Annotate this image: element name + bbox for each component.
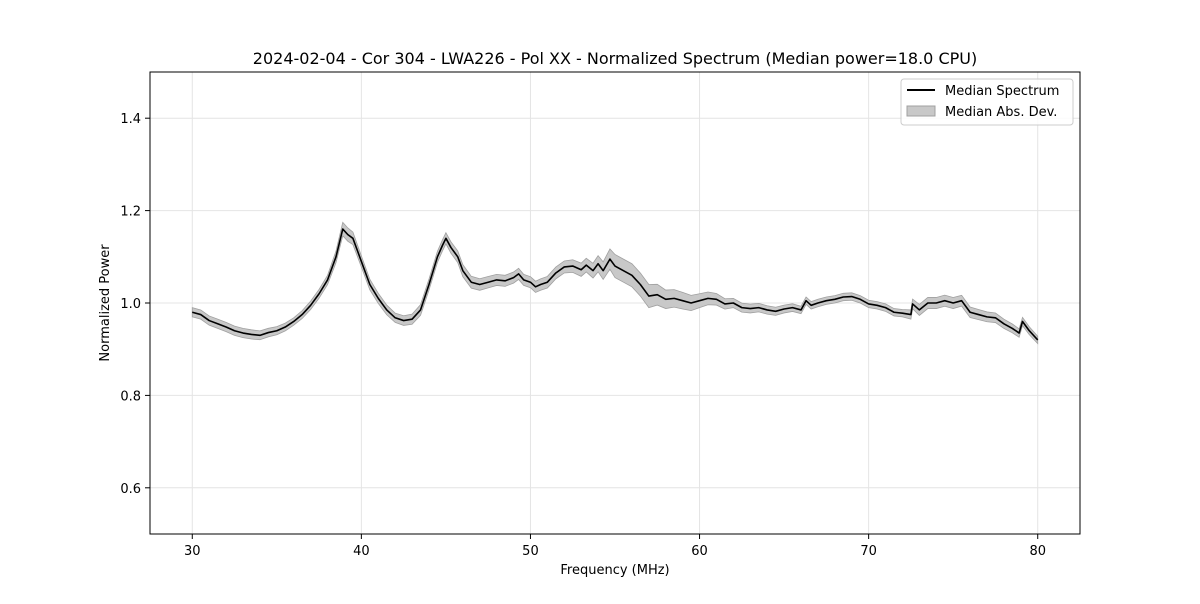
x-tick-label: 50 — [522, 544, 539, 559]
y-tick-label: 1.0 — [120, 297, 141, 312]
x-tick-label: 80 — [1029, 544, 1046, 559]
x-tick-label: 60 — [691, 544, 708, 559]
x-tick-label: 40 — [353, 544, 370, 559]
y-axis-label: Normalized Power — [98, 244, 113, 362]
legend-band-swatch — [906, 105, 936, 117]
legend-label-median-spectrum: Median Spectrum — [945, 84, 1059, 99]
median-spectrum-line — [192, 228, 1039, 341]
y-tick-label: 0.6 — [120, 482, 141, 497]
y-tick-label: 0.8 — [120, 389, 141, 404]
legend-box — [900, 78, 1074, 126]
x-tick-label: 30 — [184, 544, 201, 559]
median-abs-dev-band — [191, 221, 1039, 345]
x-axis-label: Frequency (MHz) — [560, 563, 669, 578]
y-tick-label: 1.2 — [120, 205, 141, 220]
x-tick-label: 70 — [860, 544, 877, 559]
legend: Median Spectrum Median Abs. Dev. — [900, 78, 1074, 126]
axis-ticks: 30 40 50 60 70 80 0.6 0.8 1.0 1.2 1.4 — [120, 112, 1046, 559]
chart-title: 2024-02-04 - Cor 304 - LWA226 - Pol XX -… — [253, 49, 977, 68]
legend-label-median-abs-dev: Median Abs. Dev. — [945, 105, 1057, 120]
y-tick-label: 1.4 — [120, 112, 141, 127]
